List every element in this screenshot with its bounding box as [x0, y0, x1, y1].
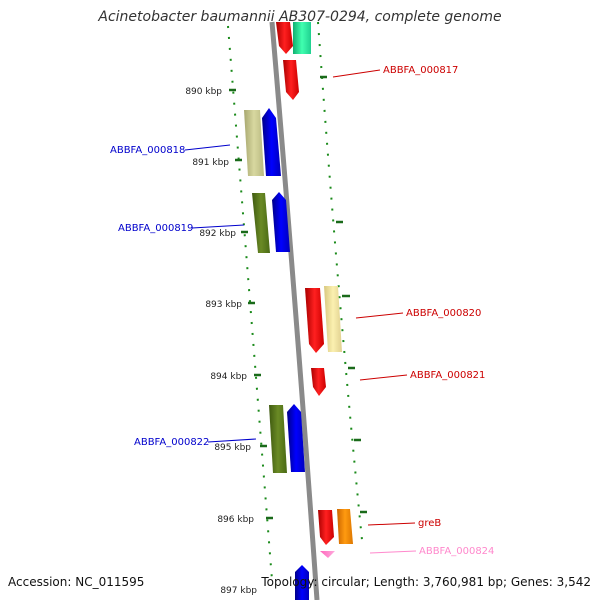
gene-labels: ABBFA_000817 ABBFA_000818 ABBFA_000819 A…	[110, 65, 494, 557]
gene-label-ABBFA_000822[interactable]: ABBFA_000822	[134, 437, 209, 448]
gene-ABBFA_000818[interactable]	[262, 108, 281, 176]
gene-bottom-blue[interactable]	[295, 565, 309, 600]
tick-label-890: 890 kbp	[185, 87, 222, 97]
gene-label-ABBFA_000817[interactable]: ABBFA_000817	[383, 65, 458, 76]
gene-greB[interactable]	[318, 510, 334, 545]
gene-label-ABBFA_000824[interactable]: ABBFA_000824	[419, 546, 494, 557]
gene-ABBFA_000821[interactable]	[311, 368, 326, 396]
tick-label-897: 897 kbp	[220, 586, 257, 596]
gene-label-ABBFA_000819[interactable]: ABBFA_000819	[118, 223, 193, 234]
tick-label-894: 894 kbp	[210, 372, 247, 382]
gene-ABBFA_000822[interactable]	[287, 404, 305, 472]
cog-820[interactable]	[324, 286, 342, 352]
gene-ABBFA_000820[interactable]	[305, 288, 324, 353]
tick-label-896: 896 kbp	[217, 515, 254, 525]
dotted-ring-left	[227, 25, 273, 581]
gene-label-ABBFA_000820[interactable]: ABBFA_000820	[406, 308, 481, 319]
topology-stats-text: Topology: circular; Length: 3,760,981 bp…	[261, 575, 591, 589]
gene-label-ABBFA_000818[interactable]: ABBFA_000818	[110, 145, 185, 156]
tick-label-893: 893 kbp	[205, 300, 242, 310]
genome-title: Acinetobacter baumannii AB307-0294, comp…	[98, 9, 502, 25]
leader-lines	[184, 69, 417, 554]
gene-ABBFA_000824[interactable]	[320, 551, 335, 558]
cog-822[interactable]	[269, 405, 287, 473]
genome-backbone	[269, 21, 320, 600]
tick-label-895: 895 kbp	[214, 443, 251, 453]
tick-label-891: 891 kbp	[192, 158, 229, 168]
tick-marks	[229, 75, 367, 520]
gene-label-greB[interactable]: greB	[418, 518, 441, 529]
tick-label-892: 892 kbp	[199, 229, 236, 239]
gene-ABBFA_000817[interactable]	[283, 60, 299, 100]
cog-greB[interactable]	[337, 509, 353, 544]
cog-top-teal[interactable]	[293, 22, 311, 54]
cog-818[interactable]	[244, 110, 264, 176]
dotted-ring-right	[317, 21, 363, 541]
gene-top-red[interactable]	[276, 22, 293, 54]
gene-label-ABBFA_000821[interactable]: ABBFA_000821	[410, 370, 485, 381]
cog-819[interactable]	[252, 193, 270, 253]
accession-text: Accession: NC_011595	[8, 575, 145, 589]
tick-labels: 890 kbp 891 kbp 892 kbp 893 kbp 894 kbp …	[185, 87, 257, 596]
gene-ABBFA_000819[interactable]	[272, 192, 290, 252]
